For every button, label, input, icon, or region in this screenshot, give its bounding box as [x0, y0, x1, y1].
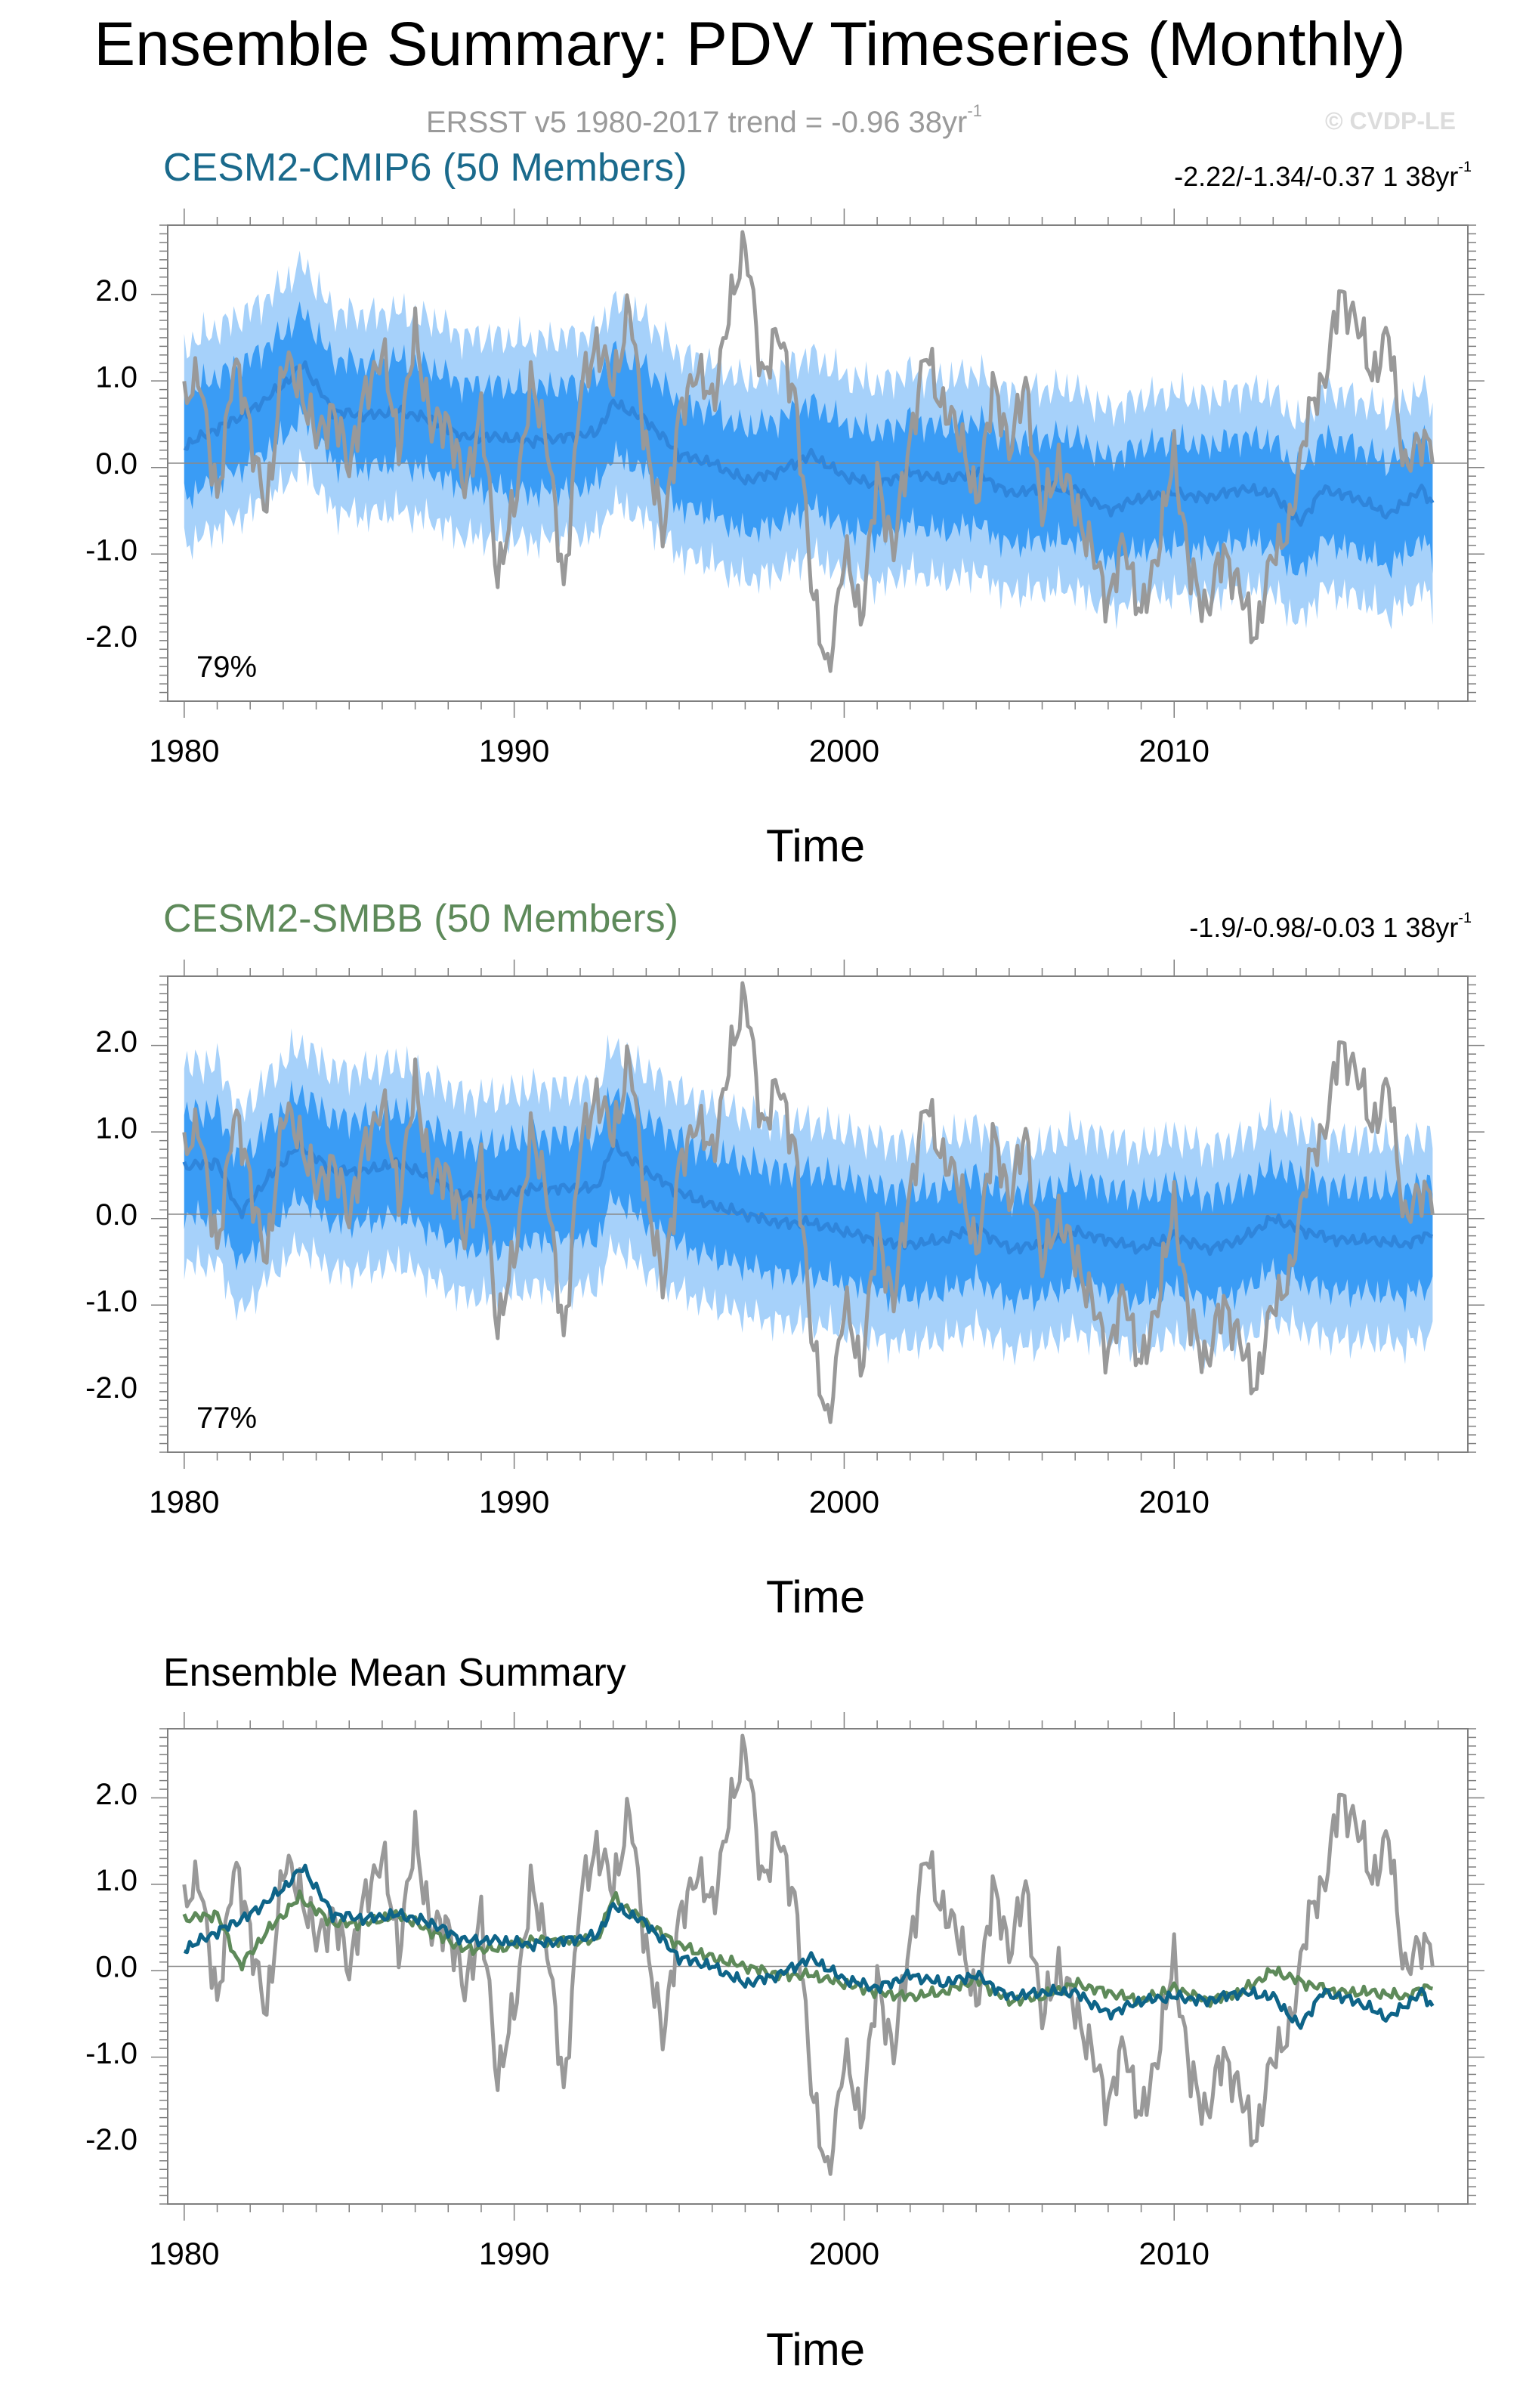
x-axis-label-cmip6: Time	[766, 821, 866, 871]
chart-panel-2: -2.0 -1.0 0.0 1.0 2.0 1980 1990 2000 2010 77%	[85, 960, 1484, 1519]
panel-trend-superscript: -1	[1458, 910, 1472, 926]
y-tick-label: -1.0	[85, 1285, 137, 1318]
x-axis-label-ensemble-mean: Time	[766, 2324, 866, 2375]
y-tick-label: -1.0	[85, 2037, 137, 2070]
chart-panel-3: -2.0 -1.0 0.0 1.0 2.0 1980 1990 2000 2010	[85, 1712, 1484, 2271]
percent-annotation: 79%	[196, 651, 257, 684]
x-tick-label: 2010	[1139, 1484, 1209, 1519]
panel-title-smbb: CESM2-SMBB (50 Members)	[163, 897, 678, 941]
x-tick-label: 1980	[149, 733, 219, 768]
x-tick-label: 2010	[1139, 733, 1209, 768]
x-tick-label: 1990	[479, 733, 549, 768]
x-tick-label: 2000	[809, 1484, 879, 1519]
plot-frame	[167, 1728, 1469, 2205]
x-tick-label: 1990	[479, 1484, 549, 1519]
x-tick-label: 1980	[149, 2236, 219, 2271]
x-tick-label: 2000	[809, 733, 879, 768]
observations-line	[182, 230, 1435, 673]
smbb-ensemble-mean-line	[182, 1889, 1433, 2008]
y-tick-label: -2.0	[85, 1371, 137, 1405]
panel-trend-cmip6: -2.22/-1.34/-0.37 1 38yr-1	[1174, 159, 1472, 192]
obs-trend-text: ERSST v5 1980-2017 trend = -0.96 38yr	[426, 105, 968, 139]
page-title: Ensemble Summary: PDV Timeseries (Monthl…	[94, 10, 1406, 79]
panel-trend-text: -2.22/-1.34/-0.37 1 38yr	[1174, 160, 1459, 192]
chart-panel-1: -2.0 -1.0 0.0 1.0 2.0 1980 1990 2000 2010 79%	[85, 209, 1484, 768]
y-tick-label: 1.0	[95, 360, 137, 394]
cmip6-ensemble-mean-line	[183, 1863, 1435, 2030]
panel-trend-superscript: -1	[1458, 159, 1472, 175]
percent-annotation: 77%	[196, 1402, 257, 1435]
y-tick-label: -2.0	[85, 620, 137, 654]
observations-line	[182, 981, 1435, 1424]
panel-title-cmip6: CESM2-CMIP6 (50 Members)	[163, 146, 687, 190]
y-tick-label: -2.0	[85, 2123, 137, 2156]
panel-trend-text: -1.9/-0.98/-0.03 1 38yr	[1189, 911, 1459, 943]
y-tick-label: 0.0	[95, 1198, 137, 1232]
x-axis-label-smbb: Time	[766, 1572, 866, 1622]
y-tick-label: 2.0	[95, 1025, 137, 1059]
watermark: © CVDP-LE	[1325, 107, 1456, 134]
y-tick-label: 2.0	[95, 1778, 137, 1811]
obs-trend-subtitle: ERSST v5 1980-2017 trend = -0.96 38yr-1	[426, 101, 982, 140]
plot-frame	[167, 224, 1469, 702]
panel-title-ensemble-mean: Ensemble Mean Summary	[163, 1651, 626, 1695]
plot-frame	[167, 975, 1469, 1453]
obs-trend-superscript: -1	[967, 101, 982, 120]
y-tick-label: 1.0	[95, 1864, 137, 1897]
ensemble-spread-band-inner	[184, 1080, 1433, 1318]
y-tick-label: 0.0	[95, 1951, 137, 1984]
panel-trend-smbb: -1.9/-0.98/-0.03 1 38yr-1	[1189, 910, 1472, 943]
x-tick-label: 2010	[1139, 2236, 1209, 2271]
x-tick-label: 1990	[479, 2236, 549, 2271]
y-tick-label: -1.0	[85, 534, 137, 567]
x-tick-label: 1980	[149, 1484, 219, 1519]
y-tick-label: 1.0	[95, 1111, 137, 1145]
x-tick-label: 2000	[809, 2236, 879, 2271]
y-tick-label: 0.0	[95, 447, 137, 481]
y-tick-label: 2.0	[95, 274, 137, 308]
